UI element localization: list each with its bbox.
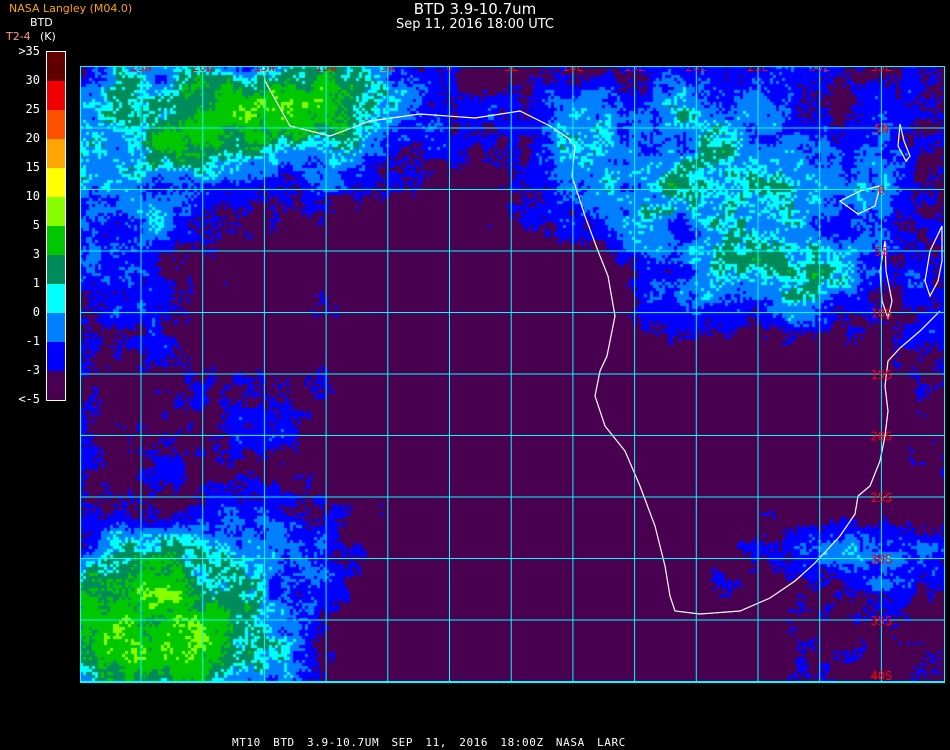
legend-title: BTD	[30, 16, 53, 29]
lake-tanganyika	[879, 240, 893, 321]
color-swatch	[47, 284, 65, 313]
legend-unit-line: T2-4	[6, 30, 31, 43]
scale-tick-label: 0	[32, 305, 40, 319]
longitude-label: 20E	[685, 66, 707, 74]
image-timestamp: Sep 11, 2016 18:00 UTC	[395, 17, 555, 32]
latitude-label: 15S	[871, 368, 893, 382]
scale-tick-label: 3	[32, 247, 40, 261]
color-scale-bar	[46, 51, 66, 401]
scale-tick-label: -3	[25, 363, 40, 377]
longitude-label: 30E	[809, 66, 831, 74]
longitude-label: 10W	[315, 66, 337, 74]
lake-turkana	[897, 123, 911, 163]
satellite-map: 25W 20W 15W 10W 5W 0 5E 10E 15E 20E 25E 30E 35E 5N 0 5S…	[80, 66, 945, 683]
latitude-label: 30S	[871, 553, 893, 567]
lake-victoria	[838, 185, 881, 215]
scale-tick-label: 30	[25, 73, 40, 87]
scale-tick-label: <-5	[18, 392, 40, 406]
color-swatch	[47, 81, 65, 110]
latitude-label: 0	[878, 184, 885, 198]
longitude-label: 20W	[192, 66, 214, 74]
latitude-label: 5S	[874, 245, 888, 259]
credit-label: NASA Langley (M04.0)	[9, 2, 133, 15]
legend-unit: (K)	[40, 30, 56, 43]
lat-lon-grid	[80, 66, 945, 683]
latitude-label: 35S	[871, 614, 893, 628]
color-swatch	[47, 313, 65, 342]
scale-tick-label: 5	[32, 218, 40, 232]
africa-east-coast	[857, 310, 941, 497]
footer-caption: MT10 BTD 3.9-10.7UM SEP 11, 2016 18:00Z …	[232, 736, 626, 749]
scale-tick-label: 25	[25, 102, 40, 116]
color-swatch	[47, 342, 65, 371]
scale-tick-label: -1	[25, 334, 40, 348]
color-swatch	[47, 52, 65, 81]
map-border	[80, 66, 945, 683]
scale-tick-label: 1	[32, 276, 40, 290]
latitude-label: 25S	[871, 491, 893, 505]
image-title: BTD 3.9-10.7um	[413, 0, 537, 18]
color-swatch	[47, 255, 65, 284]
longitude-label: 0	[446, 66, 453, 74]
color-swatch	[47, 371, 65, 400]
longitude-label: 15E	[624, 66, 646, 74]
latitude-label: 40S	[871, 669, 893, 683]
longitude-label: 25E	[747, 66, 769, 74]
longitude-label: 5W	[381, 66, 396, 74]
scale-tick-label: >35	[18, 44, 40, 58]
africa-west-coast	[262, 66, 859, 615]
longitude-label: 35E	[871, 66, 893, 74]
longitude-label: 25W	[130, 66, 152, 74]
scale-tick-label: 15	[25, 160, 40, 174]
color-swatch	[47, 139, 65, 168]
scale-tick-label: 10	[25, 189, 40, 203]
color-swatch	[47, 110, 65, 139]
scale-tick-label: 20	[25, 131, 40, 145]
grid-labels: 25W 20W 15W 10W 5W 0 5E 10E 15E 20E 25E 30E 35E 5N 0 5S…	[130, 66, 892, 683]
latitude-label: 20S	[871, 430, 893, 444]
longitude-label: 15W	[254, 66, 276, 74]
longitude-label: 10E	[562, 66, 584, 74]
latitude-label: 10S	[871, 307, 893, 321]
color-swatch	[47, 197, 65, 226]
latitude-label: 5N	[874, 122, 888, 136]
color-swatch	[47, 226, 65, 255]
longitude-label: 5E	[504, 66, 518, 74]
color-swatch	[47, 168, 65, 197]
